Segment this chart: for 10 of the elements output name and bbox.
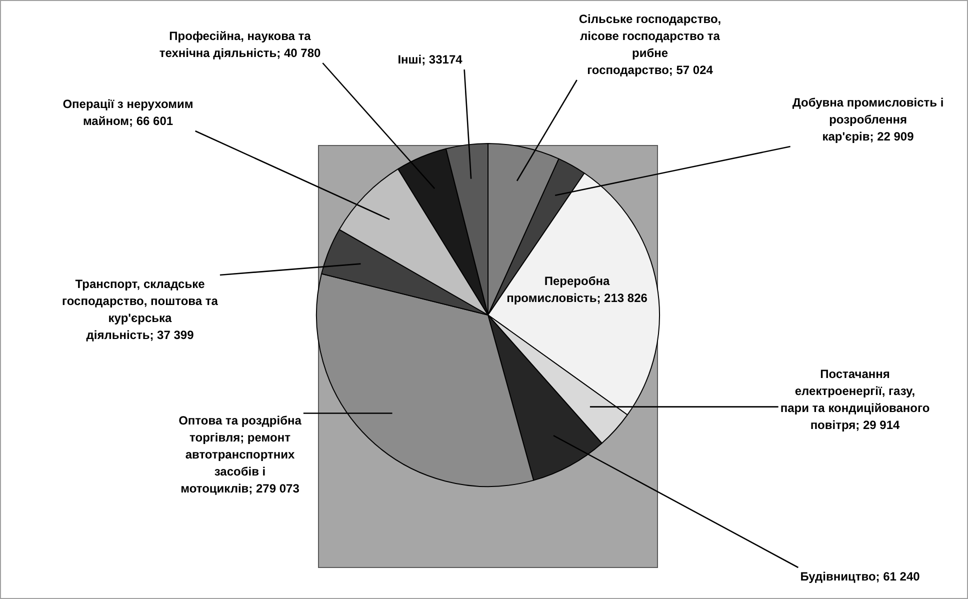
- slice-label: Будівництво; 61 240: [800, 569, 920, 584]
- slice-label: Сільське господарство, лісове господарство та рибне господарство; 57 024: [578, 12, 722, 77]
- slice-label: Транспорт, складське господарство, поштова та кур'єрська діяльність; 37 399: [62, 276, 218, 342]
- slice-label: Операції з нерухомим майном; 66 601: [62, 96, 194, 128]
- slice-label: Переробна промисловість; 213 826: [506, 274, 648, 305]
- slice-label: Добувна промисловість і розроблення кар'єрів; 22 909: [792, 95, 944, 144]
- slice-label: Інші; 33174: [398, 52, 463, 66]
- slice-label: Постачання електроенергії, газу, пари та кондиційованого повітря; 29 914: [780, 366, 930, 432]
- slice-label: Професійна, наукова та технічна діяльність; 40 780: [159, 28, 322, 60]
- slice-label: Оптова та роздрібна торгівля; ремонт автотранспортних засобів і мотоциклів; 279 073: [178, 413, 302, 496]
